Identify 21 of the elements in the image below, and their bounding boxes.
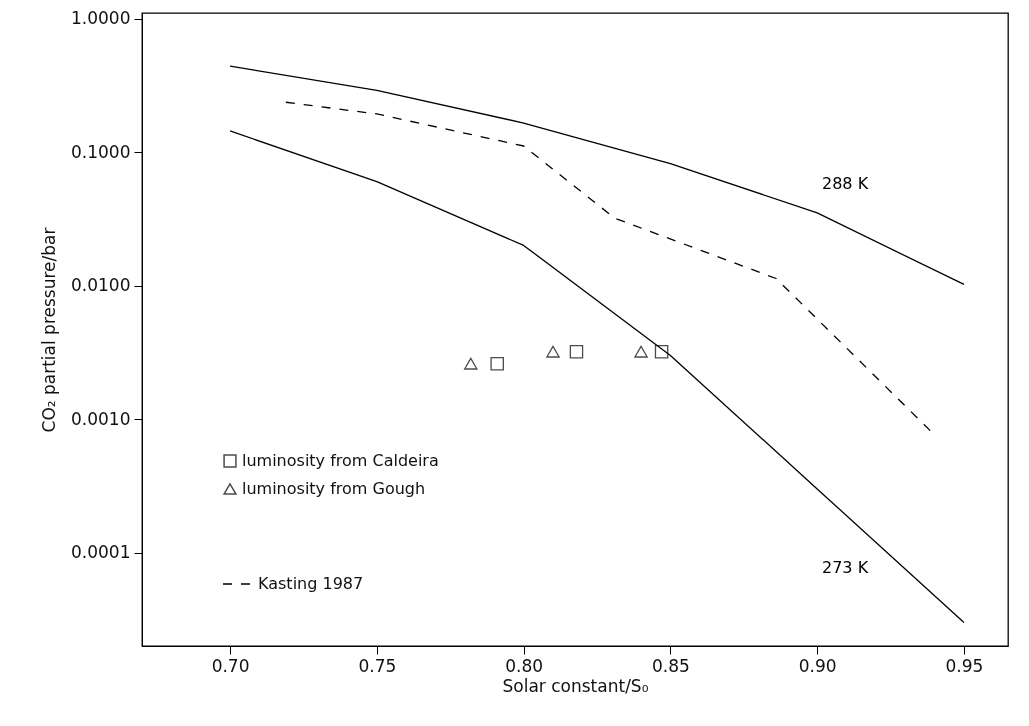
y-tick-label: 0.0010 — [71, 408, 131, 429]
x-tick-label: 0.95 — [945, 655, 984, 676]
line-series — [229, 65, 965, 286]
annotation: 288 K — [822, 174, 869, 193]
legend-label: luminosity from Gough — [242, 479, 426, 498]
annotation: 273 K — [822, 558, 869, 577]
x-tick-label: 0.70 — [211, 655, 250, 676]
y-tick-label: 0.0100 — [71, 275, 131, 296]
line-series — [229, 130, 965, 624]
x-axis-title: Solar constant/S₀ — [502, 675, 649, 696]
legend-label: Kasting 1987 — [258, 574, 364, 593]
x-tick-label: 0.85 — [651, 655, 690, 676]
y-axis-title: CO₂ partial pressure/bar — [39, 227, 60, 433]
line-series — [285, 101, 933, 433]
y-tick-label: 0.0001 — [71, 542, 131, 563]
x-tick-label: 0.80 — [505, 655, 544, 676]
legend-label: luminosity from Caldeira — [242, 451, 439, 470]
x-tick-label: 0.90 — [798, 655, 837, 676]
x-tick-label: 0.75 — [358, 655, 397, 676]
y-tick-label: 1.0000 — [71, 8, 131, 29]
y-tick-label: 0.1000 — [71, 141, 131, 162]
